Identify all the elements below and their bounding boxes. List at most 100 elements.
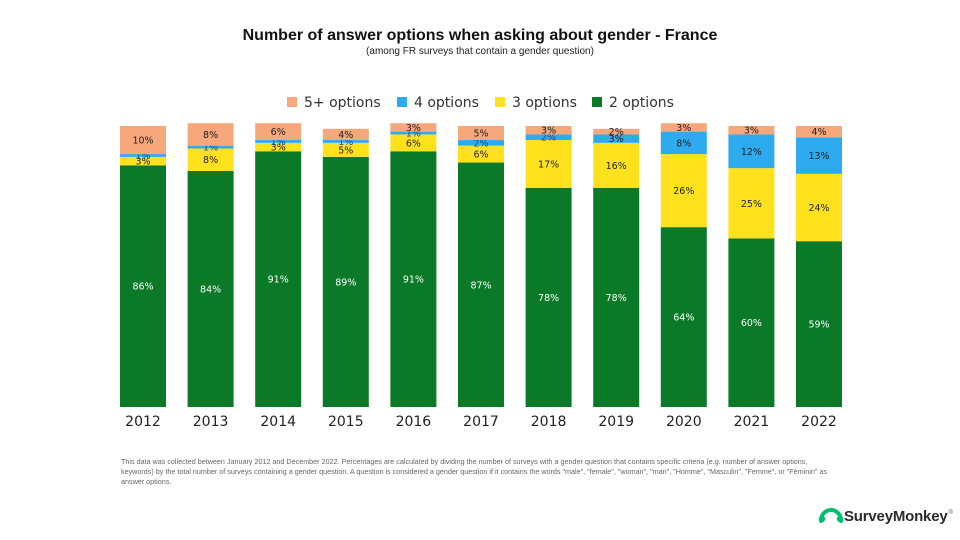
- legend-swatch-5plus-options: [287, 97, 297, 107]
- bar-segment-2-options-2017: [458, 162, 504, 407]
- data-label-5plus-options-2021: 3%: [744, 126, 759, 137]
- bar-segment-3-options-2013: [187, 148, 234, 171]
- data-label-3-options-2014: 3%: [271, 143, 286, 154]
- bar-segment-4-options-2017: [458, 140, 504, 146]
- data-label-3-options-2012: 3%: [135, 157, 150, 168]
- x-tick-label-2016: 2016: [396, 414, 432, 430]
- surveymonkey-logo: SurveyMonkey ®: [818, 505, 953, 527]
- x-tick-label-2018: 2018: [531, 414, 567, 430]
- data-label-5plus-options-2015: 4%: [338, 130, 353, 141]
- bar-segment-3-options-2017: [458, 145, 504, 163]
- data-label-2-options-2018: 78%: [538, 293, 559, 304]
- bar-segment-4-options-2021: [728, 134, 775, 169]
- x-tick-label-2022: 2022: [801, 414, 837, 430]
- bar-segment-3-options-2018: [525, 140, 572, 188]
- legend-item-5plus-options: 5+ options: [287, 95, 381, 111]
- data-label-2-options-2021: 60%: [741, 318, 762, 329]
- data-label-3-options-2020: 26%: [673, 186, 694, 197]
- legend-swatch-3-options: [495, 97, 505, 107]
- x-tick-label-2020: 2020: [666, 414, 702, 430]
- bar-2014: 91% 3%1%6%: [255, 123, 302, 407]
- bar-segment-5plus-options-2017: [458, 126, 504, 141]
- data-label-2-options-2014: 91%: [268, 275, 289, 286]
- bar-segment-5plus-options-2014: [255, 123, 302, 141]
- data-label-2-options-2020: 64%: [673, 313, 694, 324]
- data-label-4-options-2013: 1%: [203, 143, 218, 154]
- bar-segment-2-options-2020: [660, 227, 707, 407]
- bar-segment-4-options-2012: [120, 154, 166, 157]
- data-label-2-options-2015: 89%: [335, 277, 356, 288]
- bar-2012: 86% 3%1% 10%: [120, 126, 166, 407]
- legend-label-5plus-options: 5+ options: [304, 95, 381, 111]
- chart-title: Number of answer options when asking abo…: [242, 27, 718, 44]
- bar-segment-2-options-2019: [593, 187, 640, 407]
- bar-segment-5plus-options-2012: [120, 126, 166, 155]
- bar-2019: 78% 16% 3%2%: [593, 127, 640, 407]
- bar-segment-5plus-options-2019: [593, 128, 640, 135]
- bar-segment-2-options-2022: [796, 241, 842, 407]
- data-label-5plus-options-2018: 3%: [541, 126, 556, 137]
- data-label-4-options-2019: 3%: [609, 134, 624, 145]
- bar-2015: 89% 5%1%4%: [322, 128, 369, 407]
- logo-text: SurveyMonkey: [844, 507, 948, 525]
- data-label-5plus-options-2022: 4%: [811, 127, 826, 138]
- data-label-4-options-2017: 2%: [473, 138, 488, 149]
- bar-segment-4-options-2019: [593, 134, 640, 143]
- bar-segment-2-options-2015: [322, 156, 369, 407]
- data-label-2-options-2017: 87%: [470, 280, 491, 291]
- legend-label-2-options: 2 options: [609, 95, 674, 111]
- data-label-2-options-2022: 59%: [808, 320, 829, 331]
- bar-segment-4-options-2015: [322, 140, 369, 143]
- data-label-3-options-2017: 6%: [473, 150, 488, 161]
- bar-2021: 60% 25% 12% 3%: [728, 126, 775, 407]
- bar-segment-4-options-2016: [390, 131, 437, 135]
- bar-segment-5plus-options-2018: [525, 126, 572, 135]
- data-label-3-options-2013: 8%: [203, 155, 218, 166]
- bar-segment-2-options-2021: [728, 238, 775, 407]
- bar-segment-3-options-2020: [660, 154, 707, 228]
- data-label-5plus-options-2016: 3%: [406, 123, 421, 134]
- bar-segment-3-options-2021: [728, 168, 775, 239]
- data-label-5plus-options-2019: 2%: [609, 127, 624, 138]
- x-tick-label-2021: 2021: [734, 414, 770, 430]
- x-tick-label-2014: 2014: [260, 414, 296, 430]
- bar-segment-4-options-2022: [796, 137, 842, 174]
- bar-segment-2-options-2018: [525, 187, 572, 407]
- bar-segment-5plus-options-2016: [390, 123, 437, 132]
- legend-label-4-options: 4 options: [414, 95, 479, 111]
- data-label-5plus-options-2014: 6%: [271, 127, 286, 138]
- legend-item-4-options: 4 options: [397, 95, 479, 111]
- legend-swatch-2-options: [592, 97, 602, 107]
- data-label-4-options-2015: 1%: [338, 137, 353, 148]
- bar-segment-5plus-options-2020: [660, 123, 707, 132]
- legend-swatch-4-options: [397, 97, 407, 107]
- bar-segment-5plus-options-2022: [796, 126, 842, 138]
- bar-segment-2-options-2016: [390, 151, 437, 407]
- data-label-5plus-options-2020: 3%: [676, 123, 691, 134]
- bar-segment-5plus-options-2013: [187, 123, 234, 146]
- data-label-2-options-2012: 86%: [132, 282, 153, 293]
- bar-segment-5plus-options-2015: [322, 128, 369, 141]
- data-label-3-options-2022: 24%: [808, 203, 829, 214]
- x-axis: 2012 2013 2014 2015 2016 2017 2018 2019 2020 2021…: [125, 414, 837, 430]
- surveymonkey-logo-icon: [818, 507, 844, 523]
- data-label-3-options-2018: 17%: [538, 159, 559, 170]
- bar-segment-3-options-2022: [796, 173, 842, 242]
- data-label-3-options-2019: 16%: [606, 161, 627, 172]
- x-tick-label-2019: 2019: [598, 414, 634, 430]
- bar-2017: 87% 6%2%5%: [458, 126, 504, 407]
- data-label-2-options-2019: 78%: [606, 293, 627, 304]
- bar-2016: 91% 6%1%3%: [390, 123, 437, 407]
- bar-2022: 59% 24% 13% 4%: [796, 126, 842, 407]
- data-label-4-options-2018: 2%: [541, 133, 556, 144]
- data-label-3-options-2021: 25%: [741, 199, 762, 210]
- data-label-3-options-2016: 6%: [406, 138, 421, 149]
- data-label-4-options-2014: 1%: [271, 137, 286, 148]
- bar-segment-4-options-2020: [660, 131, 707, 155]
- legend-item-3-options: 3 options: [495, 95, 577, 111]
- data-label-5plus-options-2017: 5%: [473, 129, 488, 140]
- chart-subtitle: (among FR surveys that contain a gender …: [366, 46, 594, 57]
- footnote: This data was collected between January …: [121, 457, 827, 486]
- data-label-2-options-2013: 84%: [200, 284, 221, 295]
